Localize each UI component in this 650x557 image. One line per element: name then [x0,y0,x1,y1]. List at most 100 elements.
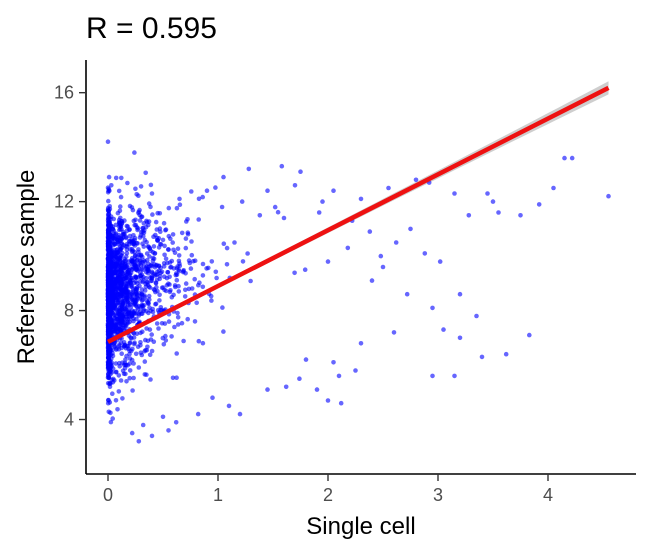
data-point [106,375,112,381]
data-point [152,273,158,278]
data-point [167,274,172,280]
data-point [118,252,124,258]
data-point [265,188,270,193]
data-point [133,351,139,357]
data-point [551,185,556,191]
data-point [169,258,175,264]
data-point [124,228,130,234]
data-point [113,327,118,332]
data-point [112,250,117,256]
data-point [490,199,496,204]
data-point [105,283,111,288]
data-point [152,287,157,293]
data-point [136,209,142,215]
data-point [159,269,165,275]
data-point [122,344,127,349]
data-point [174,351,179,356]
data-point [162,243,167,249]
data-point [175,315,181,320]
data-point [105,257,111,263]
data-point [107,316,113,321]
data-point [214,275,219,281]
data-point [132,259,137,265]
data-point [146,201,152,206]
data-point [119,175,124,181]
data-point [138,184,144,189]
data-point [132,249,137,255]
data-point [145,244,151,249]
data-point [133,186,138,192]
data-point [131,218,137,224]
data-point [120,396,125,401]
data-point [441,327,446,332]
x-tick-label: 2 [323,485,333,505]
data-point [105,212,111,217]
data-point [518,213,523,218]
data-point [138,273,143,279]
data-point [123,275,129,280]
x-tick-label: 3 [433,485,443,505]
data-point [112,235,118,241]
data-point [422,251,428,256]
data-point [175,310,180,316]
data-point [237,411,243,417]
data-point [139,214,145,219]
data-point [221,241,227,246]
data-point [130,388,135,393]
data-point [404,291,410,297]
data-point [108,328,113,333]
data-point [142,288,148,293]
data-point [183,287,188,293]
data-point [245,251,250,256]
data-point [114,322,119,327]
data-point [496,210,501,215]
data-point [185,231,191,237]
data-point [148,263,153,268]
data-point [140,422,146,428]
data-point [192,319,198,324]
y-tick-label: 12 [54,192,74,212]
data-point [325,259,331,264]
data-point [430,373,435,379]
data-point [413,177,419,183]
data-point [224,245,230,251]
y-axis-label: Reference sample [13,170,40,365]
data-point [113,361,119,366]
data-point [119,351,124,357]
data-point [105,216,111,222]
data-point [110,416,115,421]
data-point [272,204,278,210]
data-point [303,357,309,362]
data-point [457,291,463,297]
data-point [169,334,174,339]
data-point [200,340,206,346]
data-point [181,268,186,273]
data-point [279,163,285,169]
data-point [194,300,199,306]
x-tick-label: 4 [543,485,553,505]
data-point [248,278,253,284]
data-point [109,183,114,188]
data-point [137,309,143,314]
data-point [166,428,171,433]
data-point [150,212,155,217]
data-point [149,332,154,337]
data-point [185,316,190,322]
y-tick-label: 16 [54,83,74,103]
data-point [127,319,133,325]
data-point [128,284,134,289]
data-point [119,305,125,310]
data-point [106,174,112,180]
data-point [127,272,133,278]
data-point [123,323,129,329]
data-point [452,191,457,196]
data-point [131,361,136,366]
data-point [176,253,182,258]
data-point [163,333,168,339]
data-point [106,198,111,204]
data-point [430,305,435,311]
y-axis-ticks: 4 8 12 16 [54,83,86,430]
data-point [196,338,202,344]
data-point [185,217,190,222]
